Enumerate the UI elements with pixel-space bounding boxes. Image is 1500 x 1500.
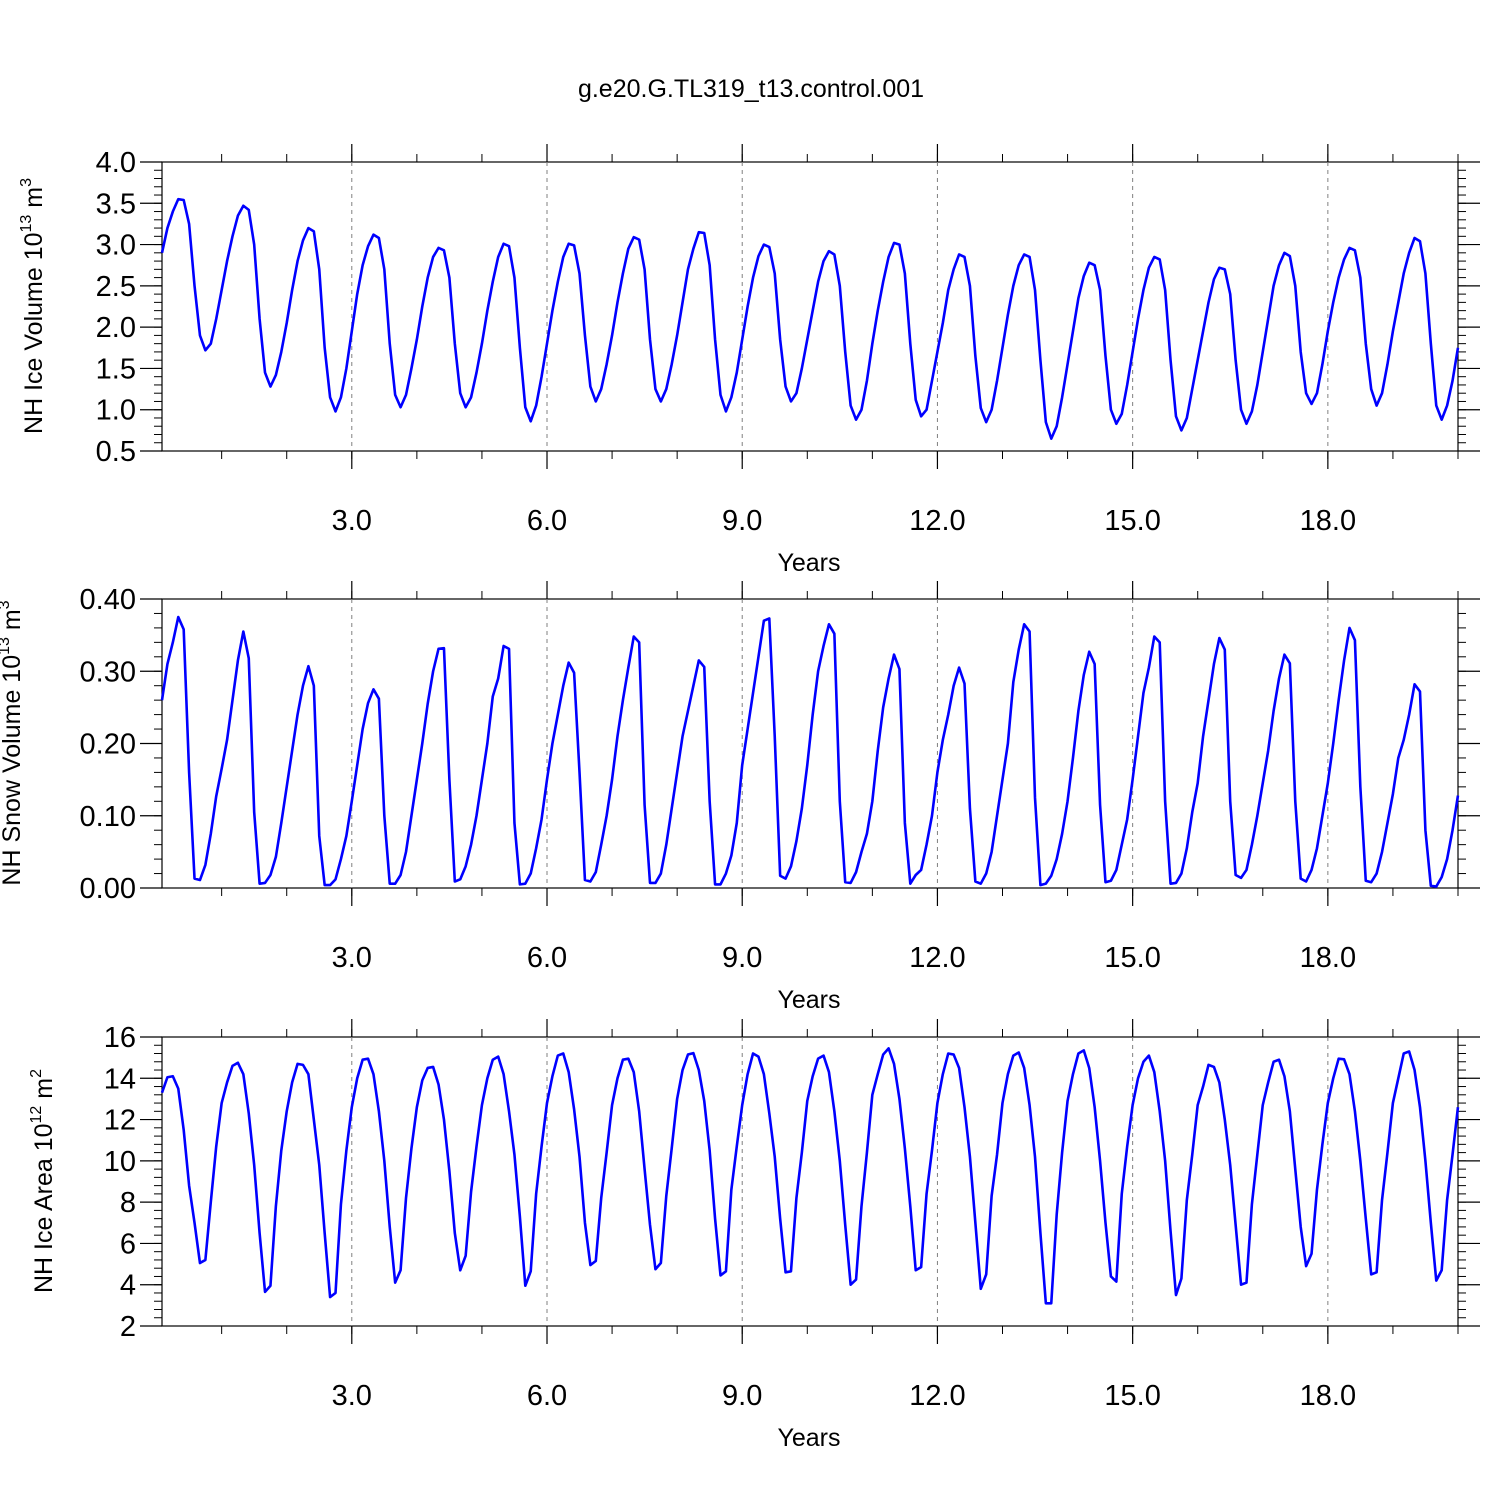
y-tick-label: 12	[104, 1105, 136, 1137]
x-tick-label: 3.0	[332, 1380, 372, 1412]
y-tick-label: 0.5	[96, 436, 136, 468]
x-tick-label: 9.0	[722, 942, 762, 974]
series-line	[160, 1047, 1460, 1305]
x-tick-label: 9.0	[722, 505, 762, 537]
y-tick-label: 4.0	[96, 147, 136, 179]
y-tick-label: 0.10	[80, 801, 136, 833]
x-axis-label: Years	[777, 549, 840, 577]
x-tick-labels: 3.0 6.0 9.0 12.0 15.0 18.0	[332, 505, 1356, 537]
x-tick-label: 6.0	[527, 942, 567, 974]
y-tick-label: 14	[104, 1063, 136, 1095]
panel-snow-volume: 0.00 0.10 0.20 0.30 0.40 3.0 6.0 9.0 12.0 15.0 18…	[0, 581, 1480, 1014]
series-line	[160, 615, 1460, 888]
y-tick-label: 2.5	[96, 271, 136, 303]
y-axis-label-exponent: 13	[18, 215, 35, 233]
plot-frame	[161, 1036, 1459, 1327]
y-axis-label-unit: m	[0, 609, 26, 637]
x-tick-label: 12.0	[909, 942, 965, 974]
y-axis-label-text: NH Ice Volume 10	[20, 232, 48, 434]
grid-lines	[351, 162, 1329, 451]
y-tick-label: 0.30	[80, 656, 136, 688]
x-tick-label: 15.0	[1104, 505, 1160, 537]
y-tick-label: 2	[120, 1311, 136, 1343]
y-tick-labels: 0.5 1.0 1.5 2.0 2.5 3.0 3.5 4.0	[96, 147, 136, 468]
tick-marks	[140, 144, 1480, 469]
plot-frame	[161, 161, 1459, 452]
y-axis-label: NH Snow Volume 1013 m3	[0, 600, 26, 885]
x-tick-labels: 3.0 6.0 9.0 12.0 15.0 18.0	[332, 1380, 1356, 1412]
y-tick-label: 2.0	[96, 312, 136, 344]
y-tick-label: 3.5	[96, 188, 136, 220]
x-tick-labels: 3.0 6.0 9.0 12.0 15.0 18.0	[332, 942, 1356, 974]
x-tick-label: 18.0	[1300, 942, 1356, 974]
x-axis-label: Years	[777, 986, 840, 1014]
grid-lines	[351, 599, 1329, 888]
y-tick-label: 0.40	[80, 584, 136, 616]
x-tick-label: 9.0	[722, 1380, 762, 1412]
y-axis-label-unit-exponent: 3	[18, 178, 35, 187]
x-tick-label: 3.0	[332, 505, 372, 537]
y-axis-label: NH Ice Area 1012 m2	[28, 1069, 58, 1293]
y-tick-label: 1.0	[96, 395, 136, 427]
tick-marks	[140, 1019, 1480, 1344]
y-tick-label: 10	[104, 1146, 136, 1178]
y-tick-label: 8	[120, 1187, 136, 1219]
x-axis-label: Years	[777, 1424, 840, 1452]
tick-marks	[140, 581, 1480, 906]
series-line	[160, 197, 1460, 440]
y-tick-label: 4	[120, 1270, 136, 1302]
panel-ice-volume: 0.5 1.0 1.5 2.0 2.5 3.0 3.5 4.0 3.0 6.0 9.0 12.0 15…	[18, 144, 1480, 577]
x-tick-label: 15.0	[1104, 942, 1160, 974]
x-tick-label: 18.0	[1300, 505, 1356, 537]
y-tick-labels: 2 4 6 8 10 12 14 16	[104, 1022, 136, 1343]
y-axis-label-unit: m	[30, 1078, 58, 1106]
y-tick-label: 1.5	[96, 353, 136, 385]
y-axis-label: NH Ice Volume 1013 m3	[18, 178, 48, 434]
y-tick-label: 16	[104, 1022, 136, 1054]
x-tick-label: 18.0	[1300, 1380, 1356, 1412]
panel-ice-area: 2 4 6 8 10 12 14 16 3.0 6.0 9.0 12.0 15.0 18.0 Years…	[28, 1019, 1480, 1452]
y-tick-label: 3.0	[96, 230, 136, 262]
y-tick-label: 0.00	[80, 873, 136, 905]
y-axis-label-unit-exponent: 3	[0, 600, 13, 609]
y-axis-label-exponent: 13	[0, 637, 13, 655]
x-tick-label: 6.0	[527, 505, 567, 537]
x-tick-label: 12.0	[909, 1380, 965, 1412]
y-axis-label-text: NH Ice Area 10	[30, 1123, 58, 1293]
grid-lines	[351, 1037, 1329, 1326]
x-tick-label: 12.0	[909, 505, 965, 537]
x-tick-label: 3.0	[332, 942, 372, 974]
y-axis-label-unit: m	[20, 187, 48, 215]
y-tick-label: 0.20	[80, 729, 136, 761]
chart-title: g.e20.G.TL319_t13.control.001	[578, 75, 924, 103]
y-tick-labels: 0.00 0.10 0.20 0.30 0.40	[80, 584, 136, 905]
x-tick-label: 15.0	[1104, 1380, 1160, 1412]
y-axis-label-unit-exponent: 2	[28, 1069, 45, 1078]
x-tick-label: 6.0	[527, 1380, 567, 1412]
y-axis-label-exponent: 12	[28, 1106, 45, 1124]
y-axis-label-text: NH Snow Volume 10	[0, 655, 26, 886]
y-tick-label: 6	[120, 1228, 136, 1260]
